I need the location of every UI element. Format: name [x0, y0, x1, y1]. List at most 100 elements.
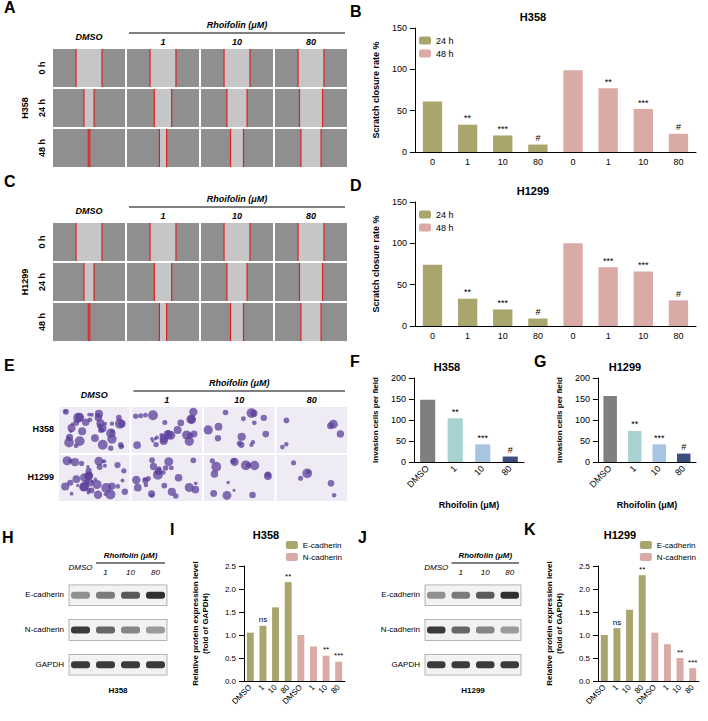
svg-text:10: 10: [266, 682, 279, 695]
svg-text:E-cadherin: E-cadherin: [381, 590, 420, 599]
svg-text:DMSO: DMSO: [76, 206, 103, 216]
svg-text:10: 10: [232, 37, 242, 47]
svg-text:**: **: [464, 113, 472, 123]
svg-text:48 h: 48 h: [37, 139, 47, 157]
svg-text:50: 50: [580, 436, 590, 446]
svg-text:H358: H358: [32, 424, 54, 434]
svg-text:100: 100: [391, 415, 406, 425]
svg-text:0.5: 0.5: [579, 654, 591, 663]
svg-text:**: **: [631, 419, 639, 429]
svg-text:10: 10: [481, 568, 490, 577]
svg-text:2.0: 2.0: [579, 585, 591, 594]
svg-text:DMSO: DMSO: [588, 463, 614, 489]
svg-text:100: 100: [392, 238, 407, 248]
svg-text:1: 1: [307, 682, 317, 692]
svg-text:80: 80: [673, 463, 687, 477]
svg-text:2.5: 2.5: [225, 562, 237, 571]
svg-text:Invasion cells per field: Invasion cells per field: [555, 377, 564, 463]
svg-text:**: **: [464, 287, 472, 297]
svg-text:H358: H358: [20, 97, 30, 119]
svg-text:H358: H358: [253, 529, 279, 541]
svg-text:***: ***: [688, 658, 697, 667]
svg-text:0.0: 0.0: [225, 677, 237, 686]
svg-text:H358: H358: [434, 361, 460, 373]
svg-text:H1299: H1299: [604, 529, 636, 541]
svg-text:0: 0: [402, 147, 407, 157]
svg-text:150: 150: [392, 197, 407, 207]
svg-text:0 h: 0 h: [37, 235, 47, 248]
svg-text:24 h: 24 h: [436, 36, 454, 46]
svg-text:0 h: 0 h: [37, 61, 47, 74]
svg-text:DMSO: DMSO: [424, 563, 448, 572]
svg-text:***: ***: [497, 124, 508, 134]
svg-text:0: 0: [571, 331, 576, 341]
svg-text:0: 0: [585, 457, 590, 467]
svg-text:H1299: H1299: [517, 185, 549, 197]
svg-text:24 h: 24 h: [436, 210, 454, 220]
svg-text:80: 80: [673, 157, 683, 167]
svg-text:***: ***: [638, 98, 649, 108]
svg-text:DMSO: DMSO: [81, 390, 108, 400]
svg-text:10: 10: [317, 682, 330, 695]
svg-text:1: 1: [160, 211, 165, 221]
svg-text:#: #: [676, 289, 681, 299]
svg-text:0: 0: [401, 457, 406, 467]
svg-text:48 h: 48 h: [37, 313, 47, 331]
svg-text:Rhoifolin (μM): Rhoifolin (μM): [207, 20, 267, 30]
svg-text:10: 10: [472, 463, 486, 477]
svg-text:1: 1: [465, 331, 470, 341]
svg-text:Rhoifolin (μM): Rhoifolin (μM): [209, 378, 269, 388]
svg-text:H1299: H1299: [609, 361, 641, 373]
svg-text:N-cadherin: N-cadherin: [303, 553, 342, 562]
svg-text:1: 1: [465, 157, 470, 167]
svg-text:***: ***: [638, 260, 649, 270]
svg-text:10: 10: [671, 682, 684, 695]
svg-text:Rhoifolin (μM): Rhoifolin (μM): [439, 500, 500, 510]
svg-text:GAPDH: GAPDH: [36, 660, 65, 669]
svg-text:1.0: 1.0: [225, 631, 237, 640]
svg-text:0: 0: [430, 331, 435, 341]
svg-text:***: ***: [477, 433, 488, 443]
svg-text:24 h: 24 h: [37, 99, 47, 117]
svg-text:100: 100: [575, 415, 590, 425]
svg-text:80: 80: [533, 157, 543, 167]
svg-text:Scratch closure rate %: Scratch closure rate %: [371, 41, 381, 138]
svg-text:50: 50: [397, 106, 407, 116]
svg-text:1: 1: [628, 463, 639, 474]
svg-text:80: 80: [306, 37, 316, 47]
svg-text:Relative protein expression le: Relative protein expression level: [545, 561, 554, 686]
svg-text:2.5: 2.5: [579, 562, 591, 571]
svg-text:**: **: [639, 565, 645, 574]
svg-text:H358: H358: [108, 686, 128, 695]
svg-text:DMSO: DMSO: [69, 563, 93, 572]
svg-text:H1299: H1299: [27, 472, 54, 482]
svg-text:**: **: [677, 648, 683, 657]
svg-text:50: 50: [397, 280, 407, 290]
svg-text:Rhoifolin (μM): Rhoifolin (μM): [458, 551, 512, 560]
svg-text:10: 10: [620, 682, 633, 695]
svg-text:1: 1: [606, 157, 611, 167]
svg-text:(fold of GAPDH): (fold of GAPDH): [201, 593, 210, 654]
svg-text:80: 80: [533, 331, 543, 341]
svg-text:1.5: 1.5: [225, 608, 237, 617]
svg-text:***: ***: [334, 651, 343, 660]
svg-text:1: 1: [103, 568, 107, 577]
svg-text:#: #: [535, 307, 540, 317]
svg-text:1: 1: [448, 463, 459, 474]
svg-text:***: ***: [603, 256, 614, 266]
svg-text:1.5: 1.5: [579, 608, 591, 617]
svg-text:DMSO: DMSO: [281, 683, 304, 706]
svg-text:80: 80: [307, 395, 317, 405]
svg-text:50: 50: [396, 436, 406, 446]
svg-text:150: 150: [575, 394, 590, 404]
svg-text:1: 1: [459, 568, 463, 577]
svg-text:ns: ns: [259, 615, 267, 624]
svg-text:Rhoifolin (μM): Rhoifolin (μM): [104, 551, 158, 560]
svg-text:E-cadherin: E-cadherin: [25, 590, 64, 599]
svg-text:10: 10: [498, 157, 508, 167]
svg-text:**: **: [323, 645, 329, 654]
svg-text:1: 1: [160, 37, 165, 47]
svg-text:**: **: [605, 77, 613, 87]
svg-text:#: #: [535, 133, 540, 143]
svg-text:DMSO: DMSO: [405, 463, 431, 489]
